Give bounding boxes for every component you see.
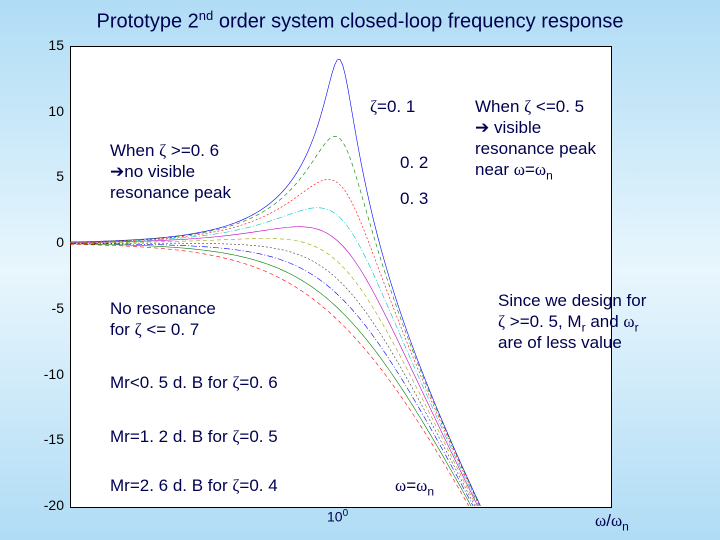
ytick--10: -10	[34, 366, 64, 382]
curve-zeta-0.3	[70, 179, 480, 506]
title-sup: nd	[199, 8, 213, 23]
annot-wwn: ω=ωn	[395, 475, 434, 499]
curve-zeta-0.5	[70, 227, 478, 506]
ytick--15: -15	[34, 431, 64, 447]
curve-zeta-0.4	[70, 208, 480, 506]
annot-mr26: Mr=2. 6 d. B for ζ=0. 4	[110, 475, 278, 496]
annot-when06a: When ζ >=0. 6	[110, 140, 219, 161]
title-a: Prototype 2	[97, 11, 199, 33]
annot-z02: 0. 2	[400, 152, 428, 173]
annot-nores_b: for ζ <= 0. 7	[110, 319, 199, 340]
annot-when05a: When ζ <=0. 5	[475, 96, 584, 117]
ytick-15: 15	[34, 37, 64, 53]
annot-mr12: Mr=1. 2 d. B for ζ=0. 5	[110, 426, 278, 447]
annot-ten: 100	[327, 508, 348, 526]
annot-since_c: are of less value	[498, 332, 622, 353]
ytick--5: -5	[34, 300, 64, 316]
annot-xaxis: ω/ωn	[595, 510, 629, 534]
title-b: order system closed-loop frequency respo…	[213, 11, 623, 33]
ytick-0: 0	[34, 234, 64, 250]
annot-topz: ζ=0. 1	[370, 96, 415, 117]
annot-mr05: Mr<0. 5 d. B for ζ=0. 6	[110, 372, 278, 393]
ytick--20: -20	[34, 497, 64, 513]
slide-root: Prototype 2nd order system closed-loop f…	[0, 0, 720, 540]
annot-when05b: ➔ visible	[475, 117, 541, 138]
annot-nores_a: No resonance	[110, 298, 216, 319]
annot-when05d: near ω=ωn	[475, 159, 553, 183]
annot-since_a: Since we design for	[498, 290, 646, 311]
annot-when06b: ➔no visible	[110, 161, 195, 182]
annot-when05c: resonance peak	[475, 138, 596, 159]
ytick-10: 10	[34, 103, 64, 119]
slide-title: Prototype 2nd order system closed-loop f…	[0, 8, 720, 34]
annot-z03: 0. 3	[400, 188, 428, 209]
annot-when06c: resonance peak	[110, 182, 231, 203]
ytick-5: 5	[34, 168, 64, 184]
